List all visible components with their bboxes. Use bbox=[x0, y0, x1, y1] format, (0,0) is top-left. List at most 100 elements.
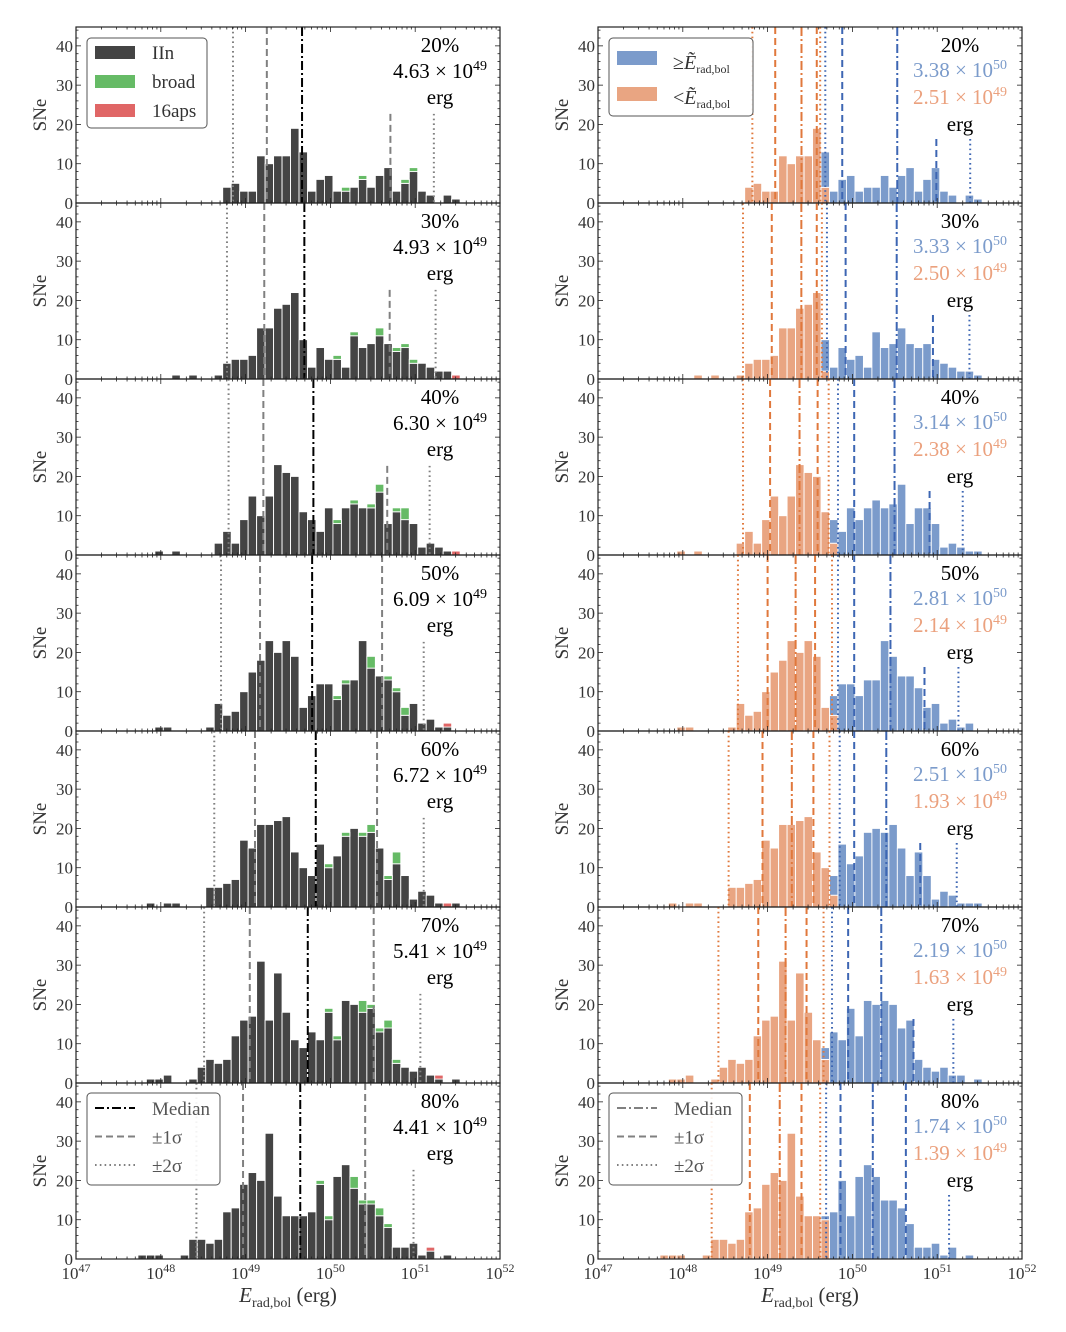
x-tick-label: 1047 bbox=[584, 1261, 613, 1283]
y-tick-label: 0 bbox=[65, 194, 74, 213]
bar-broad bbox=[383, 1019, 393, 1029]
bar-IIn bbox=[442, 194, 453, 204]
bar-IIn bbox=[324, 358, 334, 380]
y-tick-label: 30 bbox=[578, 780, 595, 799]
bar-IIn bbox=[417, 722, 427, 732]
bar-IIn bbox=[417, 890, 427, 908]
bar-lower bbox=[795, 464, 805, 556]
bar-broad bbox=[332, 1035, 342, 1041]
bar-broad bbox=[383, 875, 393, 880]
y-tick-label: 40 bbox=[56, 389, 73, 408]
bar-upper bbox=[846, 175, 856, 204]
mantissa: 6.09 bbox=[393, 587, 430, 611]
percent-label: 70% bbox=[421, 913, 460, 937]
times-ten: × 10 bbox=[950, 613, 993, 637]
bar-IIn bbox=[408, 171, 419, 204]
bar-IIn bbox=[315, 843, 325, 908]
bar-upper bbox=[905, 675, 915, 732]
unit-label: erg bbox=[427, 261, 454, 285]
bar-upper bbox=[854, 855, 864, 908]
exponent: 50 bbox=[993, 762, 1007, 777]
x-tick-label: 1051 bbox=[923, 1261, 952, 1283]
mantissa: 1.74 bbox=[913, 1114, 950, 1138]
bar-broad bbox=[340, 831, 351, 837]
bar-upper bbox=[888, 824, 898, 908]
bar-IIn bbox=[340, 1164, 351, 1260]
bar-lower bbox=[752, 182, 763, 204]
upper-median-label: 1.74 × 1050 bbox=[913, 1114, 1007, 1138]
bar-IIn bbox=[281, 640, 291, 732]
y-tick-label: 10 bbox=[578, 1211, 595, 1230]
bar-IIn bbox=[434, 546, 444, 556]
bar-lower bbox=[735, 886, 746, 908]
bar-lower bbox=[795, 307, 805, 380]
legend-label: 16aps bbox=[152, 101, 196, 122]
bar-IIn bbox=[256, 824, 266, 908]
exponent: 49 bbox=[473, 1115, 487, 1130]
bar-IIn bbox=[239, 190, 249, 204]
tick-base: 10 bbox=[753, 1264, 770, 1283]
legend-line-styles bbox=[86, 1092, 221, 1186]
bar-lower bbox=[769, 847, 780, 908]
exponent: 50 bbox=[993, 938, 1007, 953]
bar-upper bbox=[862, 186, 873, 204]
bar-16aps bbox=[425, 1246, 436, 1252]
y-tick-label: 0 bbox=[65, 370, 74, 389]
upper-median-label: 3.14 × 1050 bbox=[913, 410, 1007, 434]
bar-IIn bbox=[239, 358, 249, 380]
bar-IIn bbox=[340, 1000, 351, 1084]
bar-lower bbox=[735, 1062, 746, 1084]
tick-exponent: 47 bbox=[601, 1261, 613, 1275]
bar-lower bbox=[727, 1058, 737, 1084]
bar-IIn bbox=[383, 523, 393, 556]
bar-upper bbox=[888, 503, 898, 556]
bar-lower bbox=[803, 303, 813, 380]
bar-broad bbox=[374, 327, 385, 337]
times-ten: × 10 bbox=[950, 410, 993, 434]
bar-IIn bbox=[324, 175, 334, 204]
bar-IIn bbox=[315, 530, 325, 556]
y-tick-label: 20 bbox=[56, 291, 73, 310]
bar-upper bbox=[956, 370, 966, 380]
bar-broad bbox=[324, 1215, 334, 1221]
bar-IIn bbox=[230, 358, 241, 380]
y-tick-label: 30 bbox=[56, 76, 73, 95]
bar-IIn bbox=[298, 511, 308, 556]
bar-IIn bbox=[239, 691, 249, 732]
bar-IIn bbox=[264, 824, 275, 908]
bar-IIn bbox=[349, 186, 359, 204]
bar-broad bbox=[366, 1003, 376, 1009]
x-tick-label: 1049 bbox=[753, 1261, 782, 1283]
x-tick-label: 1048 bbox=[146, 1261, 175, 1283]
mantissa: 1.93 bbox=[913, 789, 950, 813]
mantissa: 2.14 bbox=[913, 613, 950, 637]
bar-broad bbox=[349, 331, 359, 337]
median-value-label: 4.63 × 1049 bbox=[393, 59, 487, 83]
bar-IIn bbox=[247, 671, 258, 732]
y-axis-label: SNe bbox=[30, 803, 51, 836]
bar-lower bbox=[778, 327, 788, 380]
y-tick-label: 40 bbox=[578, 37, 595, 56]
x-tick-label: 1048 bbox=[668, 1261, 697, 1283]
upper-median-label: 2.51 × 1050 bbox=[913, 762, 1007, 786]
bar-IIn bbox=[281, 303, 291, 380]
x-tick-label: 1050 bbox=[838, 1261, 867, 1283]
bar-IIn bbox=[374, 175, 385, 204]
bar-IIn bbox=[315, 683, 325, 732]
y-tick-label: 40 bbox=[56, 1093, 73, 1112]
median-value-label: 6.09 × 1049 bbox=[393, 587, 487, 611]
bar-upper bbox=[905, 1019, 915, 1084]
unit-label: erg bbox=[947, 816, 974, 840]
y-tick-label: 30 bbox=[56, 780, 73, 799]
bar-upper bbox=[913, 851, 924, 908]
unit-label: erg bbox=[947, 464, 974, 488]
y-tick-label: 10 bbox=[578, 859, 595, 878]
bar-IIn bbox=[340, 507, 351, 556]
median-value-label: 6.72 × 1049 bbox=[393, 763, 487, 787]
y-tick-label: 0 bbox=[587, 722, 596, 741]
bar-upper bbox=[846, 358, 856, 380]
bar-upper bbox=[854, 1176, 864, 1260]
bar-upper bbox=[846, 1215, 856, 1260]
